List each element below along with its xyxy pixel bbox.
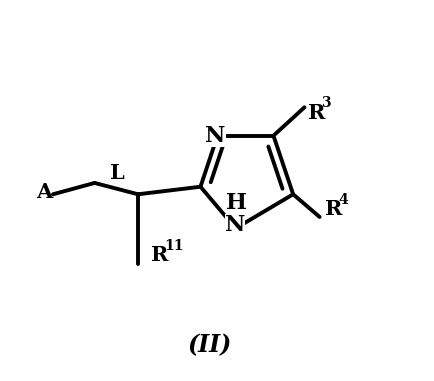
Text: L: L xyxy=(109,163,124,184)
Text: N: N xyxy=(205,125,225,147)
Text: R: R xyxy=(325,199,342,219)
Text: R: R xyxy=(308,103,325,123)
Text: 11: 11 xyxy=(164,239,183,253)
Text: N: N xyxy=(224,213,244,235)
Text: H: H xyxy=(226,192,247,214)
Text: R: R xyxy=(151,245,168,265)
Text: (II): (II) xyxy=(187,334,231,358)
Text: 3: 3 xyxy=(321,96,330,110)
Text: A: A xyxy=(36,182,53,202)
Text: 4: 4 xyxy=(338,193,348,207)
